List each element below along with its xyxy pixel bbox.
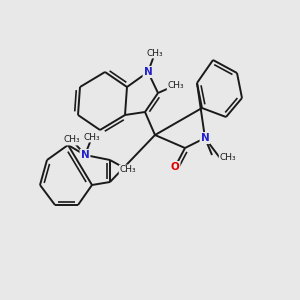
Text: O: O: [171, 162, 179, 172]
Text: CH₃: CH₃: [168, 80, 184, 89]
Text: CH₃: CH₃: [147, 49, 163, 58]
Text: CH₃: CH₃: [64, 136, 80, 145]
Text: CH₃: CH₃: [84, 133, 100, 142]
Text: N: N: [201, 133, 209, 143]
Text: CH₃: CH₃: [120, 166, 136, 175]
Text: N: N: [144, 67, 152, 77]
Text: N: N: [81, 150, 89, 160]
Text: CH₃: CH₃: [220, 154, 236, 163]
